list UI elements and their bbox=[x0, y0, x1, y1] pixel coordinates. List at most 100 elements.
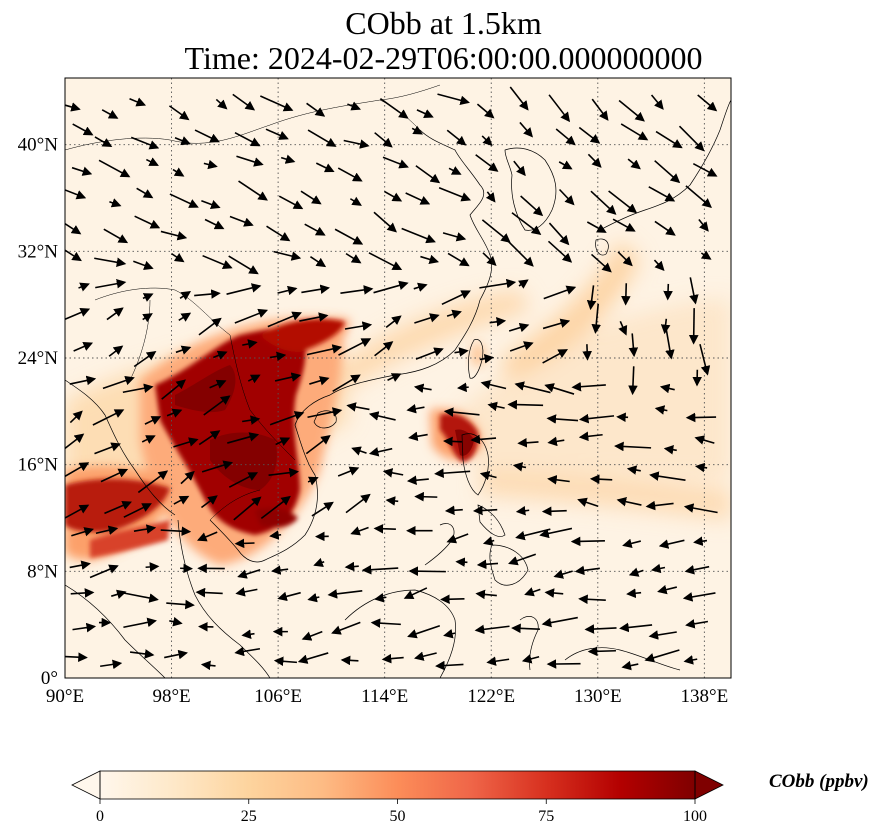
wind-arrow bbox=[123, 617, 157, 629]
wind-arrow bbox=[235, 587, 258, 597]
wind-arrow bbox=[111, 589, 127, 599]
wind-arrow bbox=[558, 188, 575, 206]
wind-arrow bbox=[621, 283, 631, 306]
wind-arrow bbox=[267, 311, 302, 328]
wind-arrow bbox=[626, 465, 641, 475]
wind-arrow bbox=[590, 253, 612, 273]
wind-arrow bbox=[617, 251, 633, 267]
wind-arrow bbox=[238, 180, 268, 201]
wind-arrow bbox=[678, 125, 705, 152]
wind-arrow bbox=[234, 131, 261, 147]
colorbar-label: CObb (ppbv) bbox=[769, 771, 869, 792]
wind-arrow bbox=[71, 527, 95, 537]
wind-arrow bbox=[614, 441, 652, 452]
wind-arrow bbox=[508, 553, 537, 566]
wind-arrow bbox=[628, 333, 639, 358]
wind-arrow bbox=[374, 593, 387, 603]
wind-arrow bbox=[407, 625, 441, 639]
wind-arrow bbox=[446, 533, 469, 544]
wind-arrow bbox=[414, 651, 437, 661]
wind-arrow bbox=[541, 506, 567, 517]
map-title-line-1: CObb at 1.5km bbox=[345, 5, 542, 41]
wind-arrow bbox=[437, 93, 470, 105]
x-tick-label: 138°E bbox=[681, 686, 729, 707]
wind-arrow bbox=[578, 431, 603, 442]
wind-arrow bbox=[94, 257, 127, 267]
wind-arrow bbox=[273, 250, 302, 261]
wind-arrow bbox=[65, 249, 82, 262]
wind-arrow bbox=[479, 470, 497, 481]
colorbar-extend-min bbox=[71, 770, 101, 800]
wind-arrow bbox=[475, 589, 497, 600]
wind-arrow bbox=[658, 539, 685, 549]
wind-arrow bbox=[106, 307, 124, 321]
wind-arrow bbox=[387, 373, 402, 382]
wind-arrow bbox=[558, 160, 573, 170]
wind-arrow bbox=[307, 592, 320, 603]
visayas-coastline bbox=[477, 504, 506, 537]
wind-arrow bbox=[627, 158, 641, 170]
wind-arrow bbox=[260, 495, 291, 520]
wind-arrow bbox=[447, 252, 470, 267]
wind-arrow bbox=[405, 192, 431, 205]
wind-arrow bbox=[332, 374, 361, 392]
wind-arrow bbox=[482, 252, 497, 267]
wind-arrow bbox=[89, 564, 119, 579]
wind-arrow bbox=[65, 189, 87, 200]
wind-arrow bbox=[578, 594, 606, 605]
wind-arrow bbox=[481, 135, 493, 147]
wind-arrow bbox=[512, 462, 527, 472]
wind-arrow bbox=[485, 191, 496, 203]
wind-arrow bbox=[310, 256, 327, 268]
wind-arrow bbox=[311, 501, 334, 517]
wind-arrow bbox=[694, 435, 715, 445]
wind-arrow bbox=[619, 622, 653, 633]
wind-arrow bbox=[444, 505, 463, 516]
wind-arrow bbox=[589, 474, 613, 484]
map-title-line-2: Time: 2024-02-29T06:00:00.000000000 bbox=[184, 40, 703, 76]
wind-arrow bbox=[434, 468, 471, 478]
wind-arrow bbox=[306, 102, 326, 117]
colorbar: 0 25 50 75 100 bbox=[71, 770, 724, 825]
wind-arrow bbox=[446, 309, 462, 319]
wind-arrow bbox=[179, 290, 192, 301]
wind-arrow bbox=[515, 505, 530, 516]
wind-arrow bbox=[587, 153, 602, 168]
wind-arrow bbox=[331, 621, 361, 635]
wind-arrow bbox=[374, 341, 394, 357]
y-tick-label: 8°N bbox=[27, 561, 58, 582]
wind-arrow bbox=[420, 254, 440, 265]
wind-arrow bbox=[446, 129, 467, 146]
wind-arrow bbox=[109, 198, 122, 208]
wind-arrow bbox=[161, 379, 186, 400]
wind-arrow bbox=[541, 616, 578, 628]
wind-arrow bbox=[586, 221, 607, 233]
wind-arrow bbox=[168, 105, 190, 121]
wind-arrow bbox=[685, 185, 712, 208]
wind-arrow bbox=[350, 526, 369, 536]
wind-arrow bbox=[685, 619, 709, 629]
wind-arrow bbox=[98, 159, 131, 178]
taiwan-coastline bbox=[468, 339, 484, 379]
wind-arrow bbox=[65, 652, 88, 662]
wind-arrow bbox=[180, 470, 195, 485]
wind-arrow bbox=[133, 350, 157, 368]
wind-arrow bbox=[344, 561, 359, 572]
wind-arrow bbox=[381, 653, 404, 664]
wind-arrow bbox=[160, 526, 192, 536]
colorbar-extend-max bbox=[694, 770, 724, 800]
wind-arrow bbox=[649, 471, 686, 482]
wind-arrow bbox=[269, 411, 305, 426]
wind-arrow bbox=[228, 255, 259, 275]
wind-arrow bbox=[442, 232, 467, 242]
wind-arrow bbox=[242, 339, 258, 349]
colorbar-tick-label: 100 bbox=[683, 808, 707, 825]
wind-arrow bbox=[590, 190, 617, 215]
wind-arrow bbox=[145, 562, 160, 572]
wind-arrow bbox=[307, 407, 343, 419]
wind-arrow bbox=[277, 591, 301, 602]
wind-arrow bbox=[508, 322, 530, 333]
wind-arrow bbox=[242, 415, 261, 425]
wind-arrow bbox=[479, 353, 495, 364]
wind-arrow bbox=[307, 129, 337, 147]
